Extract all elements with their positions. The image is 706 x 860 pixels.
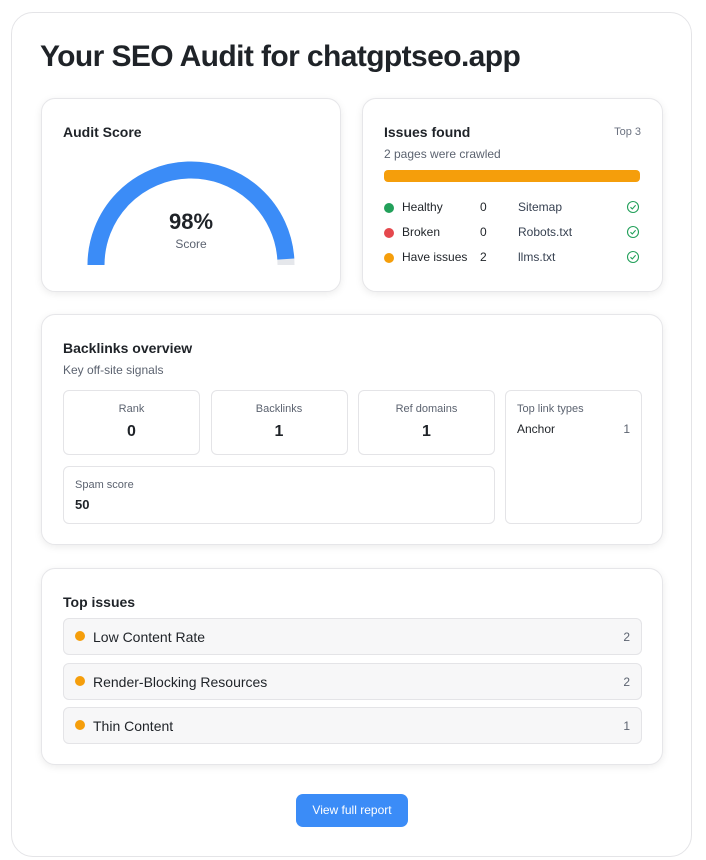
status-count: 2 [480, 250, 487, 264]
issue-dot [75, 675, 85, 686]
issue-label: Low Content Rate [93, 629, 206, 645]
issues-card: Issues found Top 3 2 pages were crawled … [362, 98, 663, 292]
status-dot [384, 228, 394, 238]
metric-value: 50 [75, 497, 90, 512]
status-label: Broken [402, 225, 441, 239]
audit-score-card: Audit Score 98% Score [41, 98, 341, 292]
box-title: Top link types [517, 403, 584, 415]
link-type-label: Anchor [517, 422, 556, 436]
card-title: Backlinks overview [63, 340, 193, 356]
issue-count: 2 [623, 674, 630, 689]
metric-label: Backlinks [255, 403, 303, 415]
status-count: 0 [480, 225, 487, 239]
metric-label: Spam score [75, 479, 134, 491]
issue-dot [75, 631, 85, 641]
card-title: Top issues [63, 594, 136, 610]
view-report-button[interactable]: View full report [296, 794, 408, 827]
progress-bar [384, 170, 640, 182]
status-dot [384, 203, 394, 213]
metric-value: 0 [127, 423, 136, 440]
badge: Top 3 [614, 126, 641, 138]
link-types-box: Top link types Anchor 1 [505, 390, 642, 524]
check-mark [630, 229, 637, 235]
issue-label: Thin Content [93, 718, 174, 734]
status-count: 0 [480, 200, 487, 214]
check-mark [630, 254, 637, 260]
issue-dot [75, 720, 85, 730]
top-issues-card: Top issues Low Content Rate 2 Render-Block… [41, 568, 663, 765]
gauge-arc [87, 161, 295, 266]
issue-count: 2 [623, 630, 630, 644]
metric-box: Backlinks 1 [210, 390, 348, 455]
check-icon [626, 200, 640, 214]
gauge [87, 161, 295, 266]
subtitle: 2 pages were crawled [384, 147, 501, 161]
metric-label: Rank [118, 403, 145, 415]
metric-value: 1 [274, 423, 284, 440]
status-dot [384, 253, 394, 263]
score-caption: Score [175, 237, 207, 251]
status-label: Healthy [402, 200, 443, 214]
check-circle [626, 250, 640, 264]
metric-value: 1 [422, 423, 431, 440]
check-mark [630, 204, 637, 210]
backlinks-card: Backlinks overview Key off-site signals … [41, 314, 663, 545]
spam-score-box: Spam score 50 [63, 466, 495, 524]
metric-box: Ref domains 1 [358, 390, 495, 455]
card-title: Audit Score [63, 124, 142, 140]
issue-label: Render-Blocking Resources [93, 673, 268, 690]
check-icon [626, 250, 640, 264]
status-label: Have issues [402, 250, 468, 264]
issue-count: 1 [623, 719, 630, 733]
check-icon [626, 225, 640, 239]
card-title: Issues found [384, 124, 471, 140]
file-name: llms.txt [518, 250, 556, 264]
check-circle [626, 225, 640, 239]
score-value: 98% [168, 209, 214, 234]
page-title: Your SEO Audit for chatgptseo.app [40, 40, 521, 73]
metric-label: Ref domains [395, 403, 458, 415]
link-type-count: 1 [623, 422, 630, 436]
metric-box: Rank 0 [63, 390, 200, 455]
file-name: Robots.txt [518, 225, 573, 239]
file-name: Sitemap [518, 200, 563, 214]
issue-row: Low Content Rate 2 [63, 618, 642, 655]
check-circle [626, 200, 640, 214]
issue-row: Thin Content 1 [63, 707, 642, 744]
subtitle: Key off-site signals [63, 363, 164, 377]
issue-row: Render-Blocking Resources 2 [63, 662, 642, 700]
